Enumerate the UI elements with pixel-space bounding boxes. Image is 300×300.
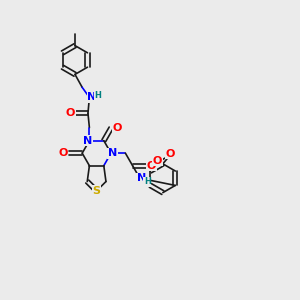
Text: S: S: [93, 186, 101, 196]
Text: N: N: [83, 136, 92, 146]
Text: O: O: [147, 161, 156, 171]
Text: N: N: [108, 148, 117, 158]
Text: O: O: [66, 108, 75, 118]
Text: O: O: [112, 123, 122, 133]
Text: N: N: [87, 92, 96, 102]
Text: O: O: [58, 148, 68, 158]
Text: H: H: [144, 177, 151, 186]
Text: O: O: [153, 156, 162, 166]
Text: N: N: [137, 173, 146, 183]
Text: O: O: [165, 149, 175, 159]
Text: H: H: [94, 91, 101, 100]
